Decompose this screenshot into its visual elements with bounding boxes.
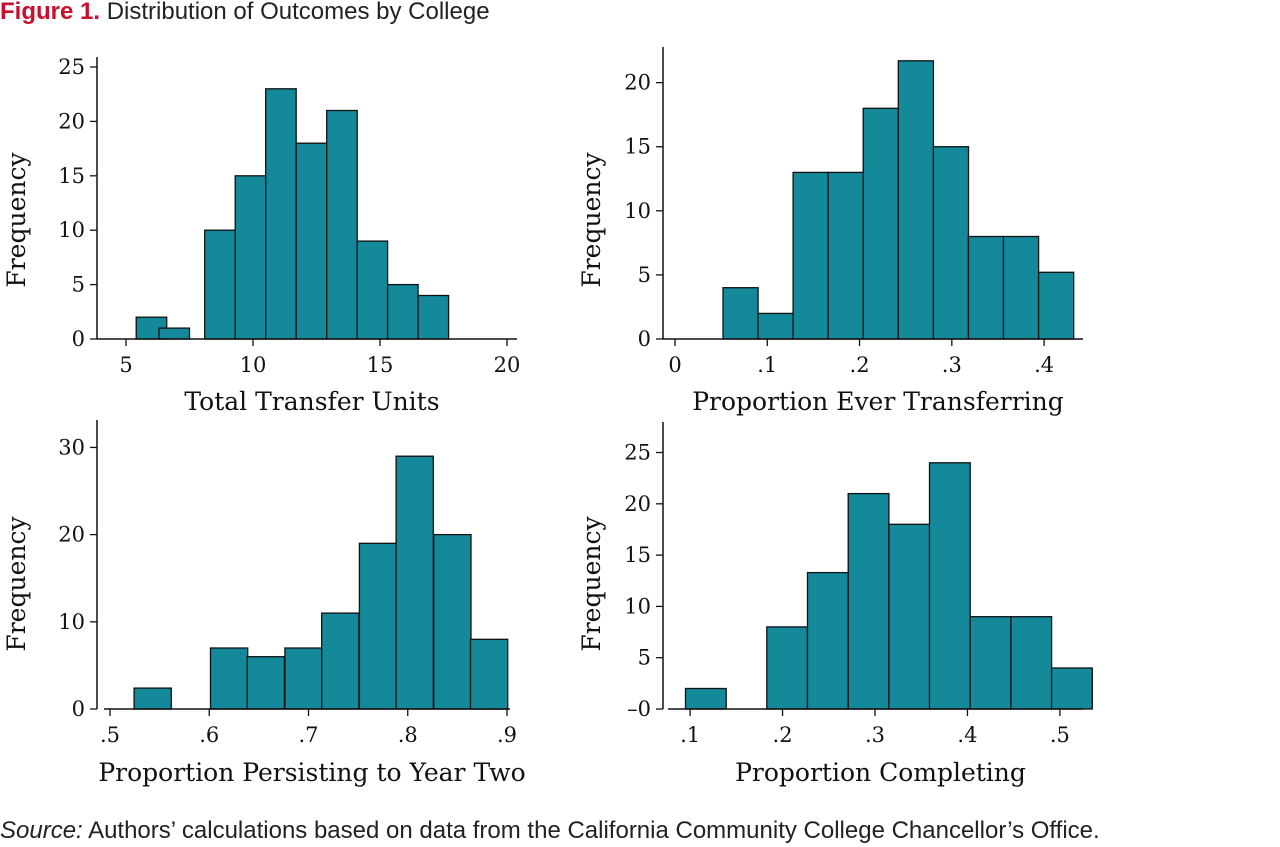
histogram-bar (766, 626, 809, 710)
x-axis-title: Proportion Completing (735, 758, 1026, 787)
histogram-bar (326, 109, 358, 340)
histogram-bar (932, 146, 970, 340)
x-tick-label: .2 (850, 353, 870, 377)
y-tick-label: –0 (627, 697, 651, 721)
y-tick-label: 10 (624, 594, 651, 618)
histogram-bar (684, 687, 727, 710)
x-axis-title: Total Transfer Units (184, 387, 439, 416)
histogram-bar (265, 88, 297, 340)
y-tick-label: 10 (624, 199, 651, 223)
x-axis-title: Proportion Ever Transferring (692, 387, 1064, 416)
histogram-bar (321, 612, 360, 710)
y-axis-title: Frequency (577, 516, 606, 652)
x-tick-label: .5 (1050, 723, 1070, 747)
y-tick-label: 5 (72, 273, 85, 297)
y-tick-label: 10 (58, 610, 85, 634)
histogram-bar (246, 656, 286, 710)
x-tick-label: .5 (100, 723, 120, 747)
y-tick-label: 25 (624, 441, 651, 465)
histogram-bar (967, 235, 1005, 340)
y-tick-label: 30 (58, 435, 85, 459)
histogram-bar (433, 533, 472, 710)
histogram-bar (827, 171, 864, 340)
panel-proportion-ever-transferring: 0 5 10 15 20 0 .1 .2 .3 .4 Proportion Ever Transfe… (577, 47, 1083, 416)
histogram-bar (847, 492, 890, 710)
x-tick-label: .6 (199, 723, 219, 747)
histogram-bar (469, 638, 509, 710)
histogram-bar (1002, 235, 1040, 340)
histogram-bar (158, 327, 191, 340)
source-text: Authors’ calculations based on data from… (88, 817, 1100, 844)
x-tick-label: .4 (957, 723, 977, 747)
y-tick-label: 15 (58, 164, 85, 188)
y-tick-label: 0 (638, 327, 651, 351)
figure-title-text: Distribution of Outcomes by College (106, 0, 490, 25)
histogram-bar (969, 616, 1012, 710)
y-axis-title: Frequency (577, 152, 606, 288)
y-axis-title: Frequency (2, 152, 31, 288)
panel-proportion-persisting: 0 10 20 30 .5 .6 .7 .8 .9 Proportion Persisting t… (2, 420, 526, 787)
histogram-bar (792, 171, 829, 340)
x-tick-label: .7 (298, 723, 318, 747)
x-tick-label: 20 (494, 353, 521, 377)
x-tick-label: .2 (773, 723, 793, 747)
figure-title: Figure 1. Distribution of Outcomes by Co… (0, 0, 490, 26)
x-axis-title: Proportion Persisting to Year Two (98, 758, 525, 787)
source-label: Source: (0, 817, 83, 844)
x-tick-label: .4 (1034, 353, 1054, 377)
x-tick-label: 0 (668, 353, 681, 377)
histogram-bar (1010, 616, 1053, 710)
panel-proportion-completing: –0 5 10 15 20 25 .1 .2 .3 .4 .5 Proportion Completi… (577, 422, 1093, 787)
y-tick-label: 25 (58, 55, 85, 79)
y-tick-label: 5 (638, 646, 651, 670)
histogram-bar (722, 287, 759, 340)
y-tick-label: 0 (72, 697, 85, 721)
x-tick-label: 15 (367, 353, 394, 377)
histogram-bar (284, 647, 323, 710)
y-tick-label: 10 (58, 218, 85, 242)
histogram-bar (806, 571, 849, 710)
x-tick-label: .3 (942, 353, 962, 377)
x-tick-label: .1 (757, 353, 777, 377)
y-tick-label: 15 (624, 135, 651, 159)
histogram-bar (386, 283, 419, 340)
histogram-bar (417, 294, 450, 340)
histogram-bar (204, 229, 236, 340)
x-tick-label: .9 (497, 723, 517, 747)
y-tick-label: 20 (624, 71, 651, 95)
histogram-bar (358, 542, 398, 710)
histogram-bar (356, 240, 389, 340)
y-tick-label: 20 (58, 109, 85, 133)
histogram-bar (234, 175, 267, 340)
figure-label: Figure 1. (0, 0, 101, 25)
histogram-bar (395, 455, 434, 710)
y-tick-label: 20 (58, 523, 85, 547)
y-tick-label: 0 (72, 327, 85, 351)
x-tick-label: .3 (865, 723, 885, 747)
x-tick-label: 10 (240, 353, 267, 377)
histogram-bar (862, 107, 899, 340)
histogram-bar (1037, 271, 1075, 340)
source-note: Source: Authors’ calculations based on d… (0, 816, 1100, 846)
y-tick-label: 15 (624, 543, 651, 567)
y-axis-title: Frequency (2, 516, 31, 652)
histogram-bar (1050, 667, 1093, 710)
histogram-bar (295, 142, 328, 340)
histogram-bar (928, 462, 971, 710)
panel-total-transfer-units: 0 5 10 15 20 25 5 10 15 20 Total Transfer Units Fre… (2, 55, 520, 416)
x-tick-label: .1 (680, 723, 700, 747)
histogram-bar (897, 60, 935, 340)
histogram-bar (133, 687, 172, 710)
x-tick-label: 5 (119, 353, 132, 377)
y-tick-label: 5 (638, 263, 651, 287)
histogram-bar (757, 312, 794, 340)
x-tick-label: .8 (398, 723, 418, 747)
histogram-bar (209, 647, 249, 710)
y-tick-label: 20 (624, 492, 651, 516)
histogram-bar (888, 523, 931, 710)
